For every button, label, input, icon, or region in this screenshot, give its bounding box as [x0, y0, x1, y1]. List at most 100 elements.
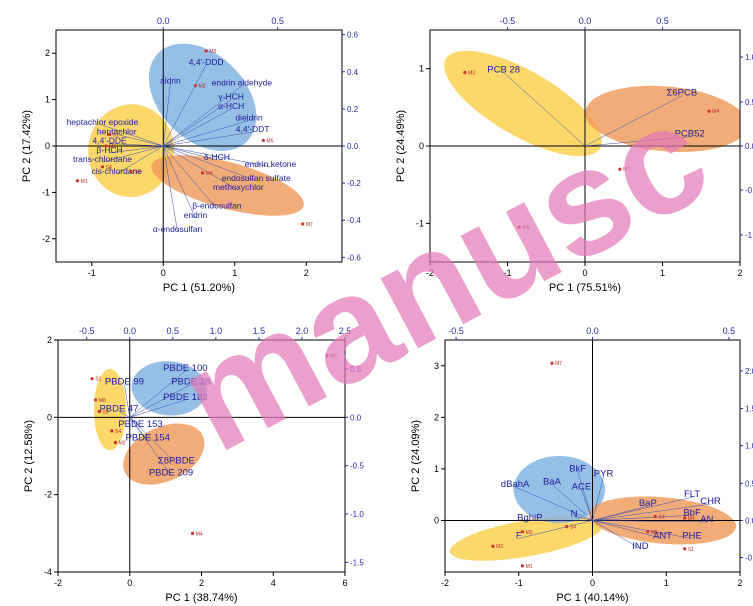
right-tick-label: 1.5 [745, 405, 753, 414]
sample-label: M7 [555, 361, 562, 367]
sample-point [301, 222, 305, 226]
sample-point [520, 530, 525, 534]
sample-point [90, 377, 94, 381]
loading-vector [163, 85, 243, 147]
blue-ellipse [148, 43, 257, 151]
sample-label: M3 [526, 530, 533, 536]
x-tick-label: 1 [660, 268, 665, 278]
loading-vector [163, 145, 218, 209]
loading-vector [129, 417, 172, 476]
sample-label: M7 [330, 353, 337, 359]
sample-point [325, 353, 329, 358]
x-tick-label: -1 [503, 268, 511, 278]
top-tick-label: 0.0 [586, 326, 599, 336]
sample-label: M5 [267, 138, 274, 144]
y-tick-label: -2 [44, 490, 52, 500]
loading-vector [581, 489, 593, 521]
x-tick-label: 2 [304, 268, 309, 278]
sample-point [108, 132, 112, 136]
loading-vector [592, 515, 693, 521]
right-tick-label: -0.5 [745, 186, 753, 195]
right-tick-label: 0.6 [347, 31, 359, 40]
right-tick-label: -0.2 [347, 179, 361, 188]
sample-label: M5 [651, 530, 658, 536]
variable-label: β-HCH [97, 145, 123, 155]
sample-point [100, 165, 105, 169]
x-axis-title: PC 1 (75.51%) [549, 282, 621, 294]
variable-label: endosulfan sulfate [222, 173, 291, 183]
variable-label: PCB 28 [487, 65, 520, 76]
sample-point [618, 167, 622, 171]
top-tick-label: 2.5 [339, 326, 352, 336]
loading-vector [163, 145, 257, 182]
variable-label: dieldrin [235, 112, 263, 122]
sample-point [261, 138, 265, 143]
loading-vector [551, 484, 593, 521]
blue-ellipse [131, 361, 207, 416]
loading-vector [577, 471, 593, 521]
x-tick-label: 6 [342, 578, 347, 588]
variable-label: BbF [683, 507, 701, 518]
right-tick-label: 1.0 [745, 53, 753, 62]
sample-label: M1 [81, 179, 88, 185]
sample-label: S4 [570, 525, 576, 531]
right-tick-label: -1.0 [745, 231, 753, 240]
y-tick-label: 2 [434, 412, 439, 422]
variable-label: BkF [569, 463, 586, 474]
loading-vector [163, 145, 271, 168]
x-tick-label: 2 [737, 578, 742, 588]
variable-label: trans-chlordane [73, 154, 132, 164]
loading-vector [129, 417, 177, 464]
top-tick-label: 0.5 [167, 326, 180, 336]
sample-label: M4 [712, 109, 719, 115]
sample-label: M4 [206, 171, 213, 177]
pca-panel-1: 4,4'-DDD aldrin endrin aldehyde γ-HCHα-HCHd… [21, 16, 361, 294]
variable-label: PBDE 209 [149, 467, 193, 478]
loading-vector [163, 83, 171, 147]
variable-label: PBDE 153 [118, 419, 162, 430]
loading-vector [574, 516, 593, 521]
yellow-ellipse [93, 369, 127, 451]
x-axis-title: PC 1 (38.74%) [165, 592, 237, 604]
x-tick-label: 1 [232, 268, 237, 278]
loading-vector [124, 384, 130, 418]
x-tick-label: -2 [54, 578, 62, 588]
pca-panel-2: PCB 28 Σ6PCB PCB52 M3 M4 M7 M8 -2 -1 0 1 2 -1 0 1 -0.5 0… [395, 16, 753, 294]
y-axis-title: PC 2 (17.42%) [21, 110, 33, 182]
loading-vector [584, 95, 682, 147]
x-tick-label: -1 [515, 578, 523, 588]
sample-point [646, 530, 650, 534]
x-tick-label: -1 [88, 268, 96, 278]
x-tick-label: 2 [737, 268, 742, 278]
loading-vector [592, 505, 648, 521]
x-tick-label: 1 [664, 578, 669, 588]
x-tick-label: 4 [271, 578, 276, 588]
sample-label: M2 [119, 440, 126, 446]
right-tick-label: -1.0 [350, 510, 364, 519]
y-tick-label: 0 [419, 141, 424, 151]
variable-label: BghiP [517, 512, 542, 523]
x-tick-label: 0 [127, 578, 132, 588]
sample-label: M7 [306, 222, 313, 228]
sample-label: S3 [102, 410, 108, 416]
variable-label: PBDE 100 [163, 363, 207, 374]
top-tick-label: 0.5 [723, 326, 736, 336]
y-axis-title: PC 2 (12.58%) [23, 420, 35, 492]
sample-label: S3 [134, 170, 140, 176]
loading-vector [116, 134, 164, 147]
y-tick-label: 1 [419, 64, 424, 74]
loading-vector [592, 503, 711, 521]
variable-label: BaP [639, 498, 657, 509]
loading-vector [109, 145, 164, 154]
sample-label: S1 [688, 547, 694, 553]
variable-label: PYR [594, 469, 614, 480]
variable-label: IND [632, 541, 649, 552]
top-tick-label: 1.5 [253, 326, 266, 336]
sample-label: M2 [496, 544, 503, 550]
variable-label: cis-chlordane [91, 166, 142, 176]
right-tick-label: 0.0 [350, 413, 362, 422]
variable-label: ANT [653, 530, 672, 541]
variable-label: endrin [184, 210, 208, 220]
